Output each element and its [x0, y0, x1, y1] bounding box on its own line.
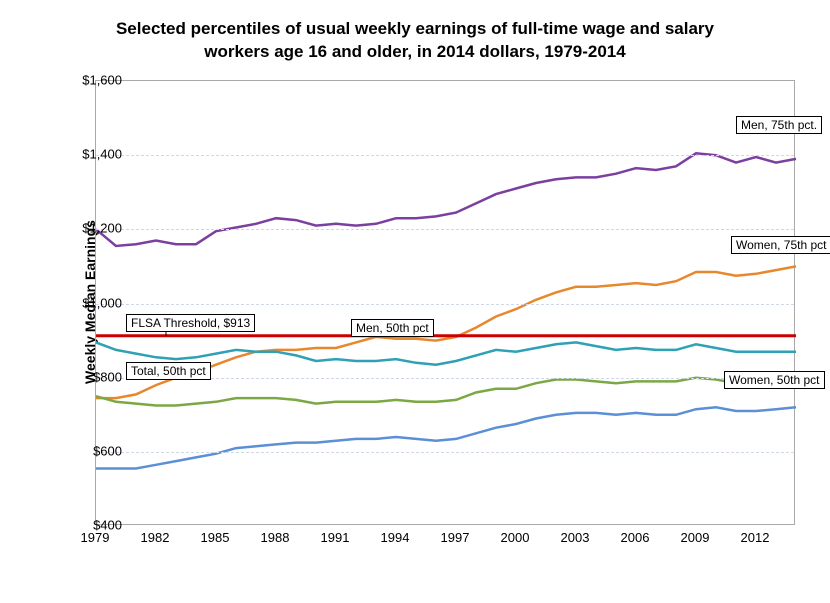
- gridline-h: [96, 229, 794, 230]
- x-tick-label: 1991: [321, 530, 350, 545]
- x-tick-label: 1979: [81, 530, 110, 545]
- x-tick-label: 1988: [261, 530, 290, 545]
- x-tick-label: 2003: [561, 530, 590, 545]
- x-tick-label: 2000: [501, 530, 530, 545]
- series-line: [96, 153, 796, 246]
- title-line-2: workers age 16 and older, in 2014 dollar…: [204, 42, 625, 61]
- y-tick-label: $1,000: [72, 295, 122, 310]
- y-tick-label: $1,400: [72, 147, 122, 162]
- x-tick-label: 1997: [441, 530, 470, 545]
- y-tick-label: $800: [72, 369, 122, 384]
- y-tick-label: $600: [72, 443, 122, 458]
- x-tick-label: 2012: [741, 530, 770, 545]
- series-label: Total, 50th pct: [126, 362, 211, 380]
- gridline-h: [96, 452, 794, 453]
- x-tick-label: 2006: [621, 530, 650, 545]
- plot-area: FLSA Threshold, $913Men, 75th pct.Women,…: [95, 80, 795, 525]
- gridline-h: [96, 155, 794, 156]
- series-label: Women, 75th pct: [731, 236, 830, 254]
- y-tick-label: $1,200: [72, 221, 122, 236]
- x-tick-label: 1985: [201, 530, 230, 545]
- y-tick-label: $1,600: [72, 73, 122, 88]
- x-tick-label: 2009: [681, 530, 710, 545]
- series-label: Women, 50th pct: [724, 371, 825, 389]
- chart-title: Selected percentiles of usual weekly ear…: [0, 18, 830, 64]
- series-label: Men, 75th pct.: [736, 116, 822, 134]
- earnings-percentile-chart: Selected percentiles of usual weekly ear…: [0, 0, 830, 603]
- flsa-threshold-label: FLSA Threshold, $913: [126, 314, 255, 332]
- x-tick-label: 1982: [141, 530, 170, 545]
- x-tick-label: 1994: [381, 530, 410, 545]
- gridline-h: [96, 304, 794, 305]
- title-line-1: Selected percentiles of usual weekly ear…: [116, 19, 714, 38]
- series-line: [96, 378, 796, 406]
- series-line: [96, 407, 796, 468]
- series-label: Men, 50th pct: [351, 319, 434, 337]
